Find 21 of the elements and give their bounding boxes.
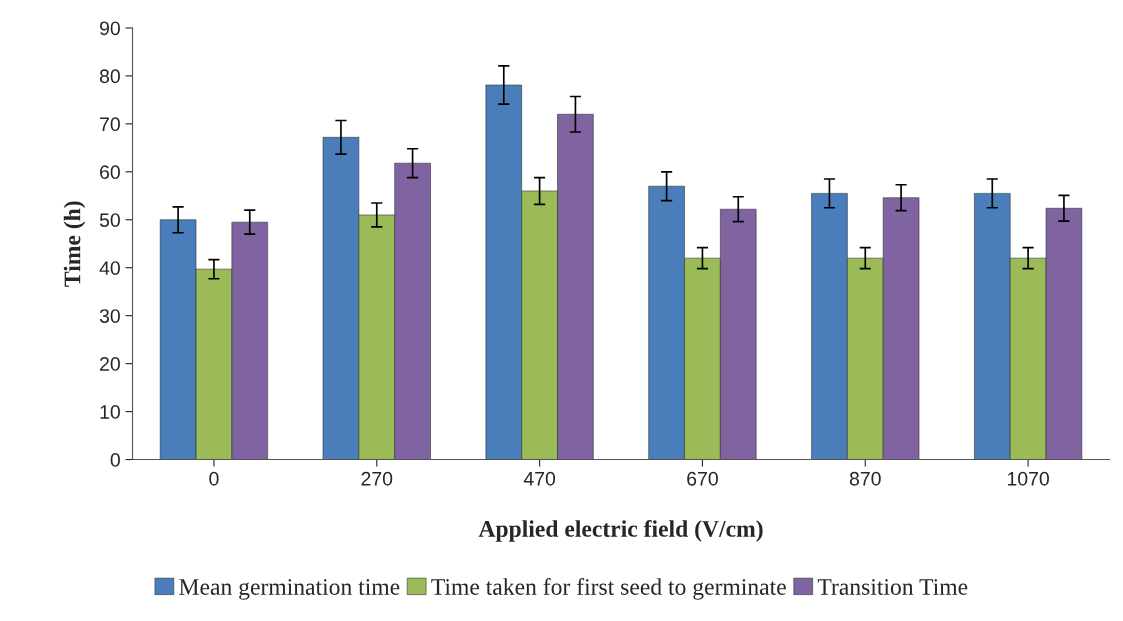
x-tick-label: 1070: [1007, 471, 1049, 486]
y-tick-label: 80: [99, 69, 120, 84]
y-tick-label: 90: [99, 21, 120, 36]
x-tick-label: 670: [687, 471, 718, 486]
y-tick-label: 20: [100, 357, 120, 371]
y-tick-label: 40: [99, 261, 120, 275]
legend-label: Time taken for first seed to germinate: [431, 578, 786, 600]
y-axis-title: Time (h): [63, 201, 86, 287]
legend-label: Mean germination time: [179, 579, 400, 600]
legend-label: Transition Time: [817, 579, 968, 595]
y-tick-label: 70: [100, 117, 120, 132]
y-tick-label: 30: [99, 309, 120, 323]
y-tick-label: 10: [100, 405, 120, 419]
x-axis-title: Applied electric field (V/cm): [478, 520, 763, 542]
y-tick-label: 50: [99, 213, 120, 227]
x-tick-label: 470: [523, 471, 556, 486]
x-tick-label: 870: [849, 471, 881, 486]
x-tick-label: 0: [209, 471, 219, 486]
y-tick-label: 60: [100, 165, 120, 180]
x-tick-label: 270: [361, 471, 393, 486]
y-tick-label: 0: [110, 453, 120, 467]
